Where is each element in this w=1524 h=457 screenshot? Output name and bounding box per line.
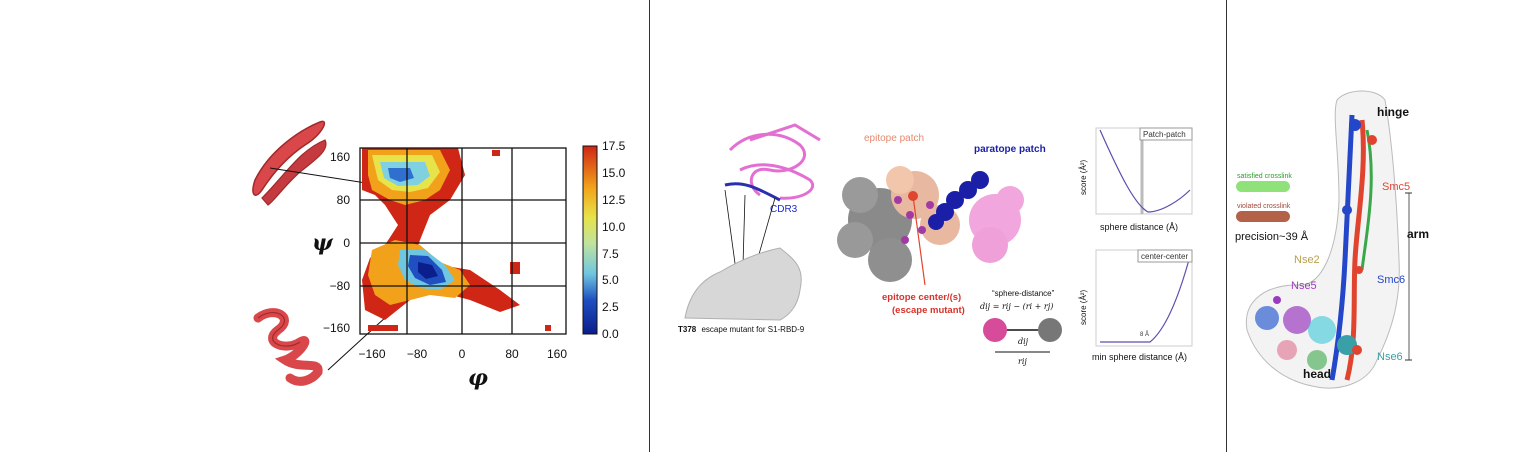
center-center-legend: center-center: [1141, 252, 1188, 261]
phi-axis-label: φ: [468, 365, 488, 391]
center-center-annotation: 8 Å: [1140, 331, 1149, 338]
sphere-i: [983, 318, 1007, 342]
colorbar-tick: 0.0: [602, 327, 619, 341]
patch-patch-xlabel: sphere distance (Å): [1100, 222, 1178, 232]
sphere-distance-title: “sphere-distance”: [992, 289, 1055, 298]
panel-divider: [649, 0, 650, 452]
patch-patch-legend: Patch-patch: [1143, 130, 1186, 139]
ramachandran-panel: 160 80 0 −80 −160 −160 −80 0 80 160 ψ φ …: [0, 0, 650, 452]
epitope-panel: CDR3 T378 escape mutant for S1-RBD-9 ep: [650, 0, 1226, 452]
y-tick-label: 80: [337, 193, 351, 207]
t378-label: T378: [678, 325, 697, 334]
x-tick-label: −80: [407, 347, 428, 361]
satisfied-crosslink-swatch: [1236, 181, 1290, 192]
nse5-label: Nse5: [1291, 280, 1317, 292]
colorbar-tick: 15.0: [602, 166, 626, 180]
cdr3-label: CDR3: [770, 204, 798, 215]
nanobody-illustration: [724, 123, 821, 202]
psi-axis-label: ψ: [312, 230, 334, 256]
x-tick-label: 80: [505, 347, 519, 361]
paratope-patch-label: paratope patch: [974, 144, 1046, 155]
y-tick-label: −80: [330, 279, 351, 293]
colorbar-tick: 17.5: [602, 139, 626, 153]
colorbar-tick: 12.5: [602, 193, 626, 207]
patch-patch-ylabel: score (Å²): [1079, 160, 1088, 195]
panel-divider: [1226, 0, 1227, 452]
epitope-center-arrow: [912, 195, 926, 286]
center-center-plot: center-center 8 Å score (Å²) min sphere …: [1079, 249, 1193, 362]
ramachandran-heatmap: [362, 148, 551, 331]
colorbar: [582, 145, 598, 335]
epitope-figure: CDR3 T378 escape mutant for S1-RBD-9 ep: [678, 123, 1193, 366]
epitope-patch-label: epitope patch: [864, 133, 924, 144]
nse6-label: Nse6: [1377, 351, 1403, 363]
x-tick-label: 0: [459, 347, 466, 361]
dij-label: dij: [1018, 337, 1029, 346]
smc6-label: Smc6: [1377, 274, 1405, 286]
colorbar-tick: 7.5: [602, 247, 619, 261]
rij-label: rij: [1018, 357, 1027, 366]
svg-text:T378 escape mutant for S1-: T378 escape mutant for S1-RBD-9: [678, 325, 805, 334]
violated-crosslink-swatch: [1236, 211, 1290, 222]
colorbar-tick: 10.0: [602, 220, 626, 234]
antigen-surface: [684, 247, 802, 321]
smc5-label: Smc5: [1382, 181, 1410, 193]
head-cluster: [1255, 296, 1362, 370]
smc-complex-figure: satisfied crosslink violated crosslink p…: [1235, 90, 1429, 389]
hinge-label: hinge: [1377, 105, 1409, 119]
y-tick-label: 160: [330, 150, 350, 164]
epitope-center-label: epitope center/(s): [882, 292, 961, 303]
arm-label: arm: [1407, 227, 1429, 241]
center-center-ylabel: score (Å²): [1079, 290, 1088, 325]
escape-mutant-caption: escape mutant for S1-RBD-9: [701, 325, 804, 334]
nse2-label: Nse2: [1294, 254, 1320, 266]
colorbar-tick: 5.0: [602, 273, 619, 287]
satisfied-crosslink-label: satisfied crosslink: [1237, 173, 1292, 180]
colorbar-tick: 2.5: [602, 300, 619, 314]
ramachandran-figure: 160 80 0 −80 −160 −160 −80 0 80 160 ψ φ …: [252, 120, 626, 391]
center-center-xlabel: min sphere distance (Å): [1092, 352, 1187, 362]
sphere-cluster: [837, 166, 1024, 282]
escape-mutant-label: (escape mutant): [892, 305, 965, 316]
smc6-arm: [1329, 114, 1355, 381]
patch-patch-plot: Patch-patch score (Å²) sphere distance (…: [1079, 127, 1193, 232]
smc-complex-panel: satisfied crosslink violated crosslink p…: [1227, 0, 1524, 452]
ramachandran-grid: [359, 147, 567, 335]
violated-crosslink-label: violated crosslink: [1237, 203, 1291, 210]
sphere-distance-formula: dij = rij − (ri + rj): [980, 302, 1053, 311]
head-label: head: [1303, 367, 1331, 381]
y-tick-label: 0: [343, 236, 350, 250]
x-tick-label: 160: [547, 347, 567, 361]
x-tick-label: −160: [358, 347, 385, 361]
sphere-j: [1038, 318, 1062, 342]
y-tick-label: −160: [323, 321, 350, 335]
precision-label: precision~39 Å: [1235, 230, 1309, 243]
